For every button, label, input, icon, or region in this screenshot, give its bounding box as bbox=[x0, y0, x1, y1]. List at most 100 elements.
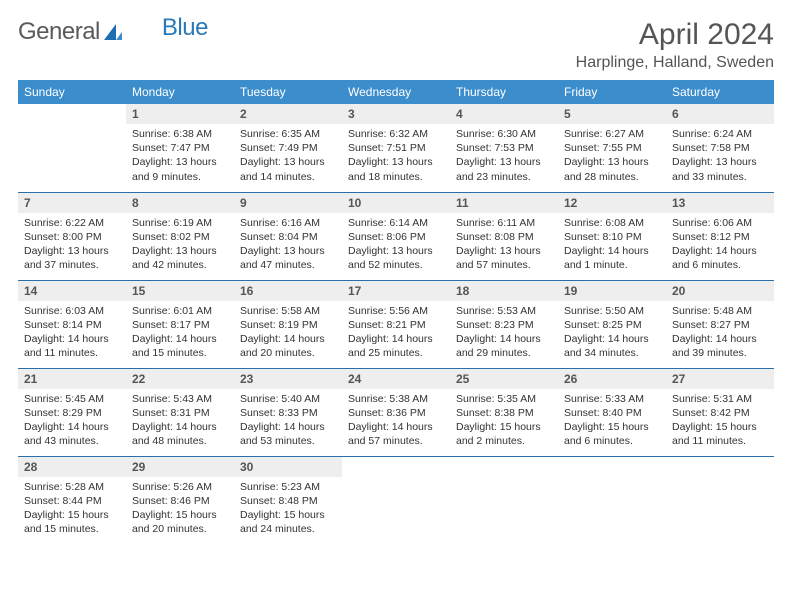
calendar-cell: 12Sunrise: 6:08 AMSunset: 8:10 PMDayligh… bbox=[558, 192, 666, 280]
day-number: 23 bbox=[234, 369, 342, 389]
day-body: Sunrise: 6:24 AMSunset: 7:58 PMDaylight:… bbox=[666, 124, 774, 188]
daylight-line: and 6 minutes. bbox=[564, 434, 660, 448]
day-number: 17 bbox=[342, 281, 450, 301]
daylight-line: Daylight: 14 hours bbox=[132, 420, 228, 434]
sunset-line: Sunset: 8:14 PM bbox=[24, 318, 120, 332]
daylight-line: and 20 minutes. bbox=[240, 346, 336, 360]
calendar-cell: 26Sunrise: 5:33 AMSunset: 8:40 PMDayligh… bbox=[558, 368, 666, 456]
day-number: 16 bbox=[234, 281, 342, 301]
daylight-line: Daylight: 14 hours bbox=[348, 332, 444, 346]
day-number: 4 bbox=[450, 104, 558, 124]
day-number: 11 bbox=[450, 193, 558, 213]
sunset-line: Sunset: 7:47 PM bbox=[132, 141, 228, 155]
weekday-header: Tuesday bbox=[234, 80, 342, 104]
day-body: Sunrise: 5:31 AMSunset: 8:42 PMDaylight:… bbox=[666, 389, 774, 453]
daylight-line: Daylight: 14 hours bbox=[672, 332, 768, 346]
sunset-line: Sunset: 8:40 PM bbox=[564, 406, 660, 420]
calendar-cell: 9Sunrise: 6:16 AMSunset: 8:04 PMDaylight… bbox=[234, 192, 342, 280]
daylight-line: and 23 minutes. bbox=[456, 170, 552, 184]
day-number: 6 bbox=[666, 104, 774, 124]
sunset-line: Sunset: 8:17 PM bbox=[132, 318, 228, 332]
sunset-line: Sunset: 8:48 PM bbox=[240, 494, 336, 508]
sunrise-line: Sunrise: 6:06 AM bbox=[672, 216, 768, 230]
calendar-body: ..1Sunrise: 6:38 AMSunset: 7:47 PMDaylig… bbox=[18, 104, 774, 544]
day-number: 25 bbox=[450, 369, 558, 389]
calendar-cell: 3Sunrise: 6:32 AMSunset: 7:51 PMDaylight… bbox=[342, 104, 450, 192]
sunrise-line: Sunrise: 5:38 AM bbox=[348, 392, 444, 406]
sunrise-line: Sunrise: 6:38 AM bbox=[132, 127, 228, 141]
sunrise-line: Sunrise: 5:23 AM bbox=[240, 480, 336, 494]
daylight-line: Daylight: 15 hours bbox=[132, 508, 228, 522]
day-body: Sunrise: 5:35 AMSunset: 8:38 PMDaylight:… bbox=[450, 389, 558, 453]
day-body: Sunrise: 5:48 AMSunset: 8:27 PMDaylight:… bbox=[666, 301, 774, 365]
daylight-line: and 18 minutes. bbox=[348, 170, 444, 184]
calendar-cell: .. bbox=[342, 456, 450, 544]
daylight-line: Daylight: 13 hours bbox=[564, 155, 660, 169]
location: Harplinge, Halland, Sweden bbox=[576, 54, 774, 72]
calendar-row: ..1Sunrise: 6:38 AMSunset: 7:47 PMDaylig… bbox=[18, 104, 774, 192]
sunrise-line: Sunrise: 6:35 AM bbox=[240, 127, 336, 141]
daylight-line: and 37 minutes. bbox=[24, 258, 120, 272]
sunset-line: Sunset: 8:00 PM bbox=[24, 230, 120, 244]
sunset-line: Sunset: 8:12 PM bbox=[672, 230, 768, 244]
weekday-header: Wednesday bbox=[342, 80, 450, 104]
sunset-line: Sunset: 8:10 PM bbox=[564, 230, 660, 244]
logo-sail-icon bbox=[102, 22, 124, 42]
calendar-cell: 17Sunrise: 5:56 AMSunset: 8:21 PMDayligh… bbox=[342, 280, 450, 368]
calendar-cell: 19Sunrise: 5:50 AMSunset: 8:25 PMDayligh… bbox=[558, 280, 666, 368]
daylight-line: Daylight: 14 hours bbox=[240, 420, 336, 434]
calendar-cell: 16Sunrise: 5:58 AMSunset: 8:19 PMDayligh… bbox=[234, 280, 342, 368]
sunset-line: Sunset: 7:58 PM bbox=[672, 141, 768, 155]
daylight-line: Daylight: 14 hours bbox=[132, 332, 228, 346]
daylight-line: and 53 minutes. bbox=[240, 434, 336, 448]
weekday-header: Thursday bbox=[450, 80, 558, 104]
calendar-cell: 24Sunrise: 5:38 AMSunset: 8:36 PMDayligh… bbox=[342, 368, 450, 456]
day-number: 27 bbox=[666, 369, 774, 389]
daylight-line: Daylight: 14 hours bbox=[456, 332, 552, 346]
day-body: Sunrise: 5:50 AMSunset: 8:25 PMDaylight:… bbox=[558, 301, 666, 365]
day-number: 9 bbox=[234, 193, 342, 213]
daylight-line: and 14 minutes. bbox=[240, 170, 336, 184]
sunset-line: Sunset: 8:29 PM bbox=[24, 406, 120, 420]
daylight-line: Daylight: 13 hours bbox=[456, 155, 552, 169]
daylight-line: and 42 minutes. bbox=[132, 258, 228, 272]
sunset-line: Sunset: 8:46 PM bbox=[132, 494, 228, 508]
calendar-cell: 30Sunrise: 5:23 AMSunset: 8:48 PMDayligh… bbox=[234, 456, 342, 544]
calendar-table: SundayMondayTuesdayWednesdayThursdayFrid… bbox=[18, 80, 774, 544]
daylight-line: and 9 minutes. bbox=[132, 170, 228, 184]
sunset-line: Sunset: 8:08 PM bbox=[456, 230, 552, 244]
day-number: 19 bbox=[558, 281, 666, 301]
daylight-line: and 11 minutes. bbox=[672, 434, 768, 448]
daylight-line: and 43 minutes. bbox=[24, 434, 120, 448]
calendar-cell: 21Sunrise: 5:45 AMSunset: 8:29 PMDayligh… bbox=[18, 368, 126, 456]
daylight-line: and 47 minutes. bbox=[240, 258, 336, 272]
day-body: Sunrise: 5:33 AMSunset: 8:40 PMDaylight:… bbox=[558, 389, 666, 453]
calendar-cell: .. bbox=[18, 104, 126, 192]
calendar-cell: 27Sunrise: 5:31 AMSunset: 8:42 PMDayligh… bbox=[666, 368, 774, 456]
sunrise-line: Sunrise: 6:24 AM bbox=[672, 127, 768, 141]
calendar-cell: 1Sunrise: 6:38 AMSunset: 7:47 PMDaylight… bbox=[126, 104, 234, 192]
day-number: 24 bbox=[342, 369, 450, 389]
calendar-cell: 4Sunrise: 6:30 AMSunset: 7:53 PMDaylight… bbox=[450, 104, 558, 192]
daylight-line: Daylight: 13 hours bbox=[348, 155, 444, 169]
calendar-cell: 20Sunrise: 5:48 AMSunset: 8:27 PMDayligh… bbox=[666, 280, 774, 368]
sunrise-line: Sunrise: 5:43 AM bbox=[132, 392, 228, 406]
sunrise-line: Sunrise: 5:40 AM bbox=[240, 392, 336, 406]
sunset-line: Sunset: 7:51 PM bbox=[348, 141, 444, 155]
sunset-line: Sunset: 8:36 PM bbox=[348, 406, 444, 420]
weekday-header: Monday bbox=[126, 80, 234, 104]
day-number: 26 bbox=[558, 369, 666, 389]
sunset-line: Sunset: 8:19 PM bbox=[240, 318, 336, 332]
daylight-line: Daylight: 14 hours bbox=[24, 420, 120, 434]
sunrise-line: Sunrise: 6:11 AM bbox=[456, 216, 552, 230]
sunrise-line: Sunrise: 5:26 AM bbox=[132, 480, 228, 494]
day-body: Sunrise: 5:45 AMSunset: 8:29 PMDaylight:… bbox=[18, 389, 126, 453]
day-body: Sunrise: 6:38 AMSunset: 7:47 PMDaylight:… bbox=[126, 124, 234, 188]
day-body: Sunrise: 6:22 AMSunset: 8:00 PMDaylight:… bbox=[18, 213, 126, 277]
calendar-cell: 28Sunrise: 5:28 AMSunset: 8:44 PMDayligh… bbox=[18, 456, 126, 544]
sunrise-line: Sunrise: 6:16 AM bbox=[240, 216, 336, 230]
day-body: Sunrise: 5:43 AMSunset: 8:31 PMDaylight:… bbox=[126, 389, 234, 453]
day-body: Sunrise: 5:58 AMSunset: 8:19 PMDaylight:… bbox=[234, 301, 342, 365]
daylight-line: Daylight: 15 hours bbox=[564, 420, 660, 434]
day-number: 8 bbox=[126, 193, 234, 213]
